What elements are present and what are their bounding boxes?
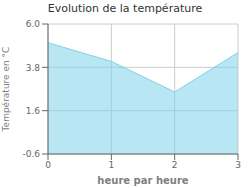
html-text:Evolution de la température: Evolution de la température bbox=[47, 2, 203, 15]
svg-text:Température en °C: Température en °C bbox=[8, 47, 11, 133]
svg-text:1.6: 1.6 bbox=[26, 106, 41, 116]
svg-text:6.0: 6.0 bbox=[26, 19, 41, 29]
svg-text:1: 1 bbox=[108, 160, 114, 170]
svg-text:3: 3 bbox=[235, 160, 241, 170]
svg-text:0: 0 bbox=[45, 160, 51, 170]
svg-text:2: 2 bbox=[172, 160, 178, 170]
svg-text:3.8: 3.8 bbox=[26, 63, 41, 73]
svg-text:-0.6: -0.6 bbox=[22, 149, 40, 159]
svg-text:heure par heure: heure par heure bbox=[97, 175, 188, 186]
